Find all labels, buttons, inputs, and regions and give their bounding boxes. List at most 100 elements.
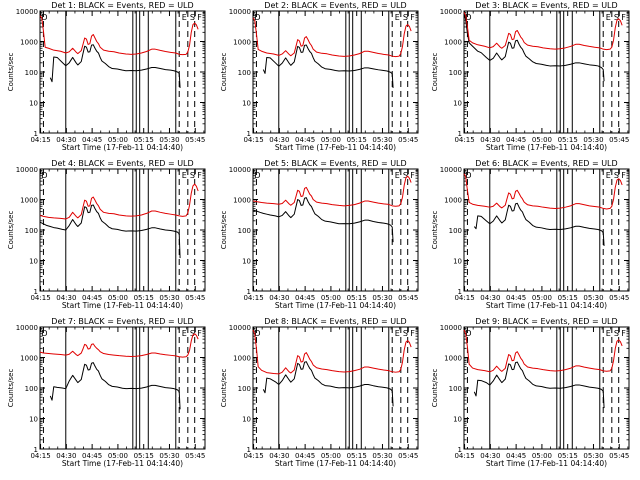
corner-mark: E — [395, 171, 400, 180]
x-tick-label: 04:45 — [506, 294, 526, 302]
corner-mark: F — [410, 171, 415, 180]
detector-panel-5: Det 5: BLACK = Events, RED = ULD 1 10 100 10… — [220, 159, 419, 310]
corner-mark: S — [190, 171, 195, 180]
y-tick-label: 1 — [458, 130, 462, 138]
y-tick-label: 1000 — [20, 39, 38, 47]
y-tick-label: 10000 — [229, 8, 251, 16]
y-tick-label: 1 — [247, 446, 251, 454]
corner-mark: E — [606, 329, 611, 338]
corner-mark: S — [403, 13, 408, 22]
panel-title: Det 1: BLACK = Events, RED = ULD — [51, 1, 193, 10]
uld-series-line — [463, 329, 623, 373]
uld-series-line — [252, 17, 412, 58]
y-tick-label: 10000 — [229, 166, 251, 174]
x-tick-label: 04:30 — [269, 294, 289, 302]
events-series-line — [49, 44, 181, 88]
corner-mark: S — [614, 329, 619, 338]
y-tick-label: 100 — [25, 69, 38, 77]
y-tick-label: 1000 — [444, 197, 462, 205]
panel-title: Det 9: BLACK = Events, RED = ULD — [475, 317, 617, 326]
events-series-line — [49, 362, 181, 410]
events-series-line — [262, 361, 394, 407]
y-tick-label: 10000 — [440, 8, 462, 16]
x-tick-label: 05:15 — [134, 452, 154, 460]
corner-mark: D — [41, 329, 47, 338]
y-tick-label: 10 — [29, 100, 38, 108]
events-series-line — [39, 204, 181, 259]
x-axis-label: Start Time (17-Feb-11 04:14:40) — [275, 143, 396, 152]
y-tick-label: 10000 — [16, 324, 38, 332]
events-series-line — [473, 202, 605, 246]
x-tick-label: 05:00 — [108, 452, 128, 460]
x-tick-label: 05:00 — [532, 294, 552, 302]
x-tick-label: 05:15 — [134, 136, 154, 144]
corner-mark: D — [41, 171, 47, 180]
panel-title: Det 4: BLACK = Events, RED = ULD — [51, 159, 193, 168]
x-tick-label: 04:45 — [82, 294, 102, 302]
x-tick-label: 04:45 — [82, 136, 102, 144]
x-axis-label: Start Time (17-Feb-11 04:14:40) — [275, 301, 396, 310]
x-tick-label: 05:45 — [609, 294, 629, 302]
x-tick-label: 04:30 — [56, 294, 76, 302]
uld-series-line — [463, 173, 623, 210]
y-tick-label: 1 — [34, 446, 38, 454]
y-tick-label: 1 — [458, 288, 462, 296]
y-tick-label: 10 — [29, 416, 38, 424]
x-tick-label: 04:15 — [454, 294, 474, 302]
corner-mark: S — [403, 171, 408, 180]
detector-panel-7: Det 7: BLACK = Events, RED = ULD 1 10 100 10… — [7, 317, 206, 468]
x-tick-label: 05:30 — [583, 294, 603, 302]
corner-mark: E — [182, 171, 187, 180]
x-axis-label: Start Time (17-Feb-11 04:14:40) — [62, 459, 183, 468]
x-tick-label: 05:30 — [159, 136, 179, 144]
x-tick-label: 05:00 — [532, 452, 552, 460]
x-tick-label: 05:45 — [185, 294, 205, 302]
x-tick-label: 04:15 — [243, 294, 263, 302]
corner-mark: F — [410, 13, 415, 22]
x-tick-label: 04:15 — [243, 452, 263, 460]
corner-mark: E — [395, 13, 400, 22]
events-series-line — [252, 197, 394, 243]
y-tick-label: 100 — [238, 385, 251, 393]
corner-mark: D — [254, 329, 260, 338]
x-tick-label: 04:15 — [30, 452, 50, 460]
corner-mark: S — [614, 171, 619, 180]
x-axis-label: Start Time (17-Feb-11 04:14:40) — [275, 459, 396, 468]
plot-frame — [252, 10, 419, 134]
corner-mark: S — [190, 13, 195, 22]
x-tick-label: 05:00 — [321, 294, 341, 302]
detector-panel-8: Det 8: BLACK = Events, RED = ULD 1 10 100 10… — [220, 317, 419, 468]
x-tick-label: 05:30 — [372, 136, 392, 144]
y-tick-label: 1000 — [444, 39, 462, 47]
y-axis-label: Counts/sec — [431, 53, 439, 92]
y-tick-label: 10 — [453, 416, 462, 424]
x-tick-label: 04:15 — [243, 136, 263, 144]
x-tick-label: 05:00 — [108, 294, 128, 302]
y-axis-label: Counts/sec — [220, 369, 228, 408]
y-tick-label: 1000 — [233, 39, 251, 47]
x-tick-label: 04:30 — [269, 136, 289, 144]
y-axis-label: Counts/sec — [220, 53, 228, 92]
corner-mark: D — [465, 171, 471, 180]
y-tick-label: 1 — [458, 446, 462, 454]
x-tick-label: 04:30 — [56, 136, 76, 144]
y-tick-label: 100 — [238, 227, 251, 235]
y-tick-label: 1 — [34, 130, 38, 138]
x-tick-label: 05:15 — [558, 452, 578, 460]
x-axis-label: Start Time (17-Feb-11 04:14:40) — [486, 459, 607, 468]
x-tick-label: 04:30 — [480, 294, 500, 302]
x-tick-label: 05:30 — [159, 294, 179, 302]
x-tick-label: 05:15 — [347, 452, 367, 460]
corner-mark: E — [606, 171, 611, 180]
x-axis-label: Start Time (17-Feb-11 04:14:40) — [62, 143, 183, 152]
corner-mark: F — [410, 329, 415, 338]
plot-frame — [252, 326, 419, 450]
corner-mark: E — [395, 329, 400, 338]
corner-mark: F — [621, 329, 626, 338]
panel-title: Det 3: BLACK = Events, RED = ULD — [475, 1, 617, 10]
x-tick-label: 05:15 — [347, 136, 367, 144]
detector-panel-2: Det 2: BLACK = Events, RED = ULD 1 10 100 10… — [220, 1, 419, 152]
corner-mark: E — [182, 329, 187, 338]
x-tick-label: 05:15 — [347, 294, 367, 302]
x-tick-label: 05:30 — [159, 452, 179, 460]
